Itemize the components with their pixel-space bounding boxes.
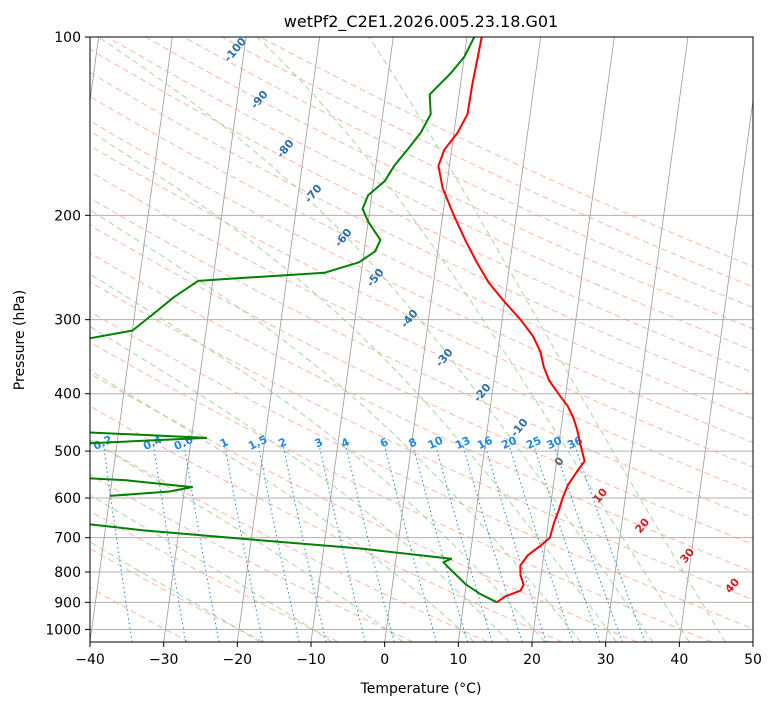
- mixing-ratio-label: 10: [426, 434, 446, 452]
- moist-adiabat-line: [98, 37, 654, 642]
- dry-adiabat-line: [107, 37, 753, 352]
- dry-adiabat-line: [90, 281, 753, 601]
- y-tick-label: 600: [54, 491, 81, 507]
- x-axis: −40 −30 −20 −10 0 10 20 30 40 50: [75, 642, 762, 668]
- x-tick-label: 10: [449, 652, 467, 668]
- isotherm-line: [605, 37, 689, 642]
- mixing-ratio-label: 25: [524, 434, 543, 452]
- x-tick-label: −30: [149, 652, 179, 668]
- moist-adiabat-line: [90, 439, 404, 642]
- y-tick-label: 1000: [45, 622, 81, 638]
- x-tick-label: −20: [223, 652, 253, 668]
- dry-adiabat-line: [90, 171, 753, 493]
- plot-frame: [89, 36, 754, 643]
- y-tick-label: 100: [54, 30, 81, 46]
- y-tick-label: 700: [54, 531, 81, 547]
- mixing-ratio-line: [484, 445, 547, 642]
- isotherm-line: [236, 37, 321, 642]
- dry-adiabat-line: [90, 310, 753, 630]
- mixing-ratio-line: [224, 445, 264, 642]
- mixing-ratio-line: [462, 445, 523, 642]
- x-axis-title: Temperature (°C): [360, 681, 482, 697]
- mixing-ratio-label: 36: [565, 434, 585, 452]
- mixing-ratio-line: [153, 445, 187, 642]
- sounding-series: [90, 37, 586, 604]
- mixing-ratio-label: 13: [453, 434, 472, 452]
- dry-adiabat-line: [90, 439, 488, 642]
- y-tick-label: 500: [54, 444, 81, 460]
- moist-adiabat-line: [90, 541, 261, 642]
- y-axis-title: Pressure (hPa): [12, 290, 28, 390]
- temperature-line: [437, 37, 586, 604]
- moist-adiabat-line: [90, 273, 546, 642]
- dry-adiabat-line: [145, 37, 753, 330]
- mixing-ratio-line: [183, 445, 220, 642]
- isotherm-line: [90, 37, 173, 642]
- dry-adiabat-line: [90, 95, 753, 420]
- x-tick-label: −40: [75, 652, 105, 668]
- mixing-ratio-line: [435, 445, 493, 642]
- mixing-ratio-line: [345, 445, 395, 642]
- dry-adiabat-line: [90, 548, 264, 642]
- dry-adiabat-line: [90, 71, 753, 396]
- dry-adiabat-line: [221, 37, 753, 288]
- mixing-ratio-label: 16: [475, 434, 495, 452]
- y-tick-label: 800: [54, 565, 81, 581]
- x-tick-label: −10: [296, 652, 326, 668]
- dry-adiabat-line: [90, 405, 563, 642]
- y-tick-label: 400: [54, 387, 81, 403]
- x-tick-label: 30: [597, 652, 615, 668]
- y-tick-label: 300: [54, 313, 81, 329]
- chart-title: wetPf2_C2E1.2026.005.23.18.G01: [284, 12, 558, 32]
- dry-adiabat-line: [90, 510, 339, 642]
- y-axis: 100 200 300 400 500 600 700 800 900 1000: [45, 30, 90, 638]
- mixing-ratio-line: [318, 445, 366, 642]
- isotherm-line: [457, 37, 542, 642]
- dry-adiabat-line: [90, 252, 753, 573]
- dry-adiabat-line: [90, 197, 753, 519]
- dry-adiabat-line: [90, 224, 753, 545]
- y-tick-label: 200: [54, 208, 81, 224]
- moist-adiabat-line: [90, 325, 510, 642]
- moist-adiabat-line: [90, 369, 475, 642]
- x-tick-label: 40: [670, 652, 688, 668]
- isotherm-line: [163, 37, 247, 642]
- x-tick-label: 20: [523, 652, 541, 668]
- moist-adiabat-line: [256, 37, 690, 642]
- moist-adiabat-line: [90, 209, 582, 642]
- dewpoint-line: [90, 37, 498, 604]
- moist-adiabat-line: [368, 37, 727, 642]
- x-tick-label: 0: [380, 652, 389, 668]
- x-tick-label: 50: [744, 652, 762, 668]
- dry-adiabat-line: [90, 373, 638, 642]
- dry-adiabat-line: [90, 341, 712, 642]
- mixing-ratio-label: 20: [499, 434, 519, 452]
- mixing-ratio-line: [258, 445, 300, 642]
- mixing-ratio-line: [282, 445, 327, 642]
- isotherm-line: [678, 97, 753, 642]
- y-tick-label: 900: [54, 595, 81, 611]
- mixing-ratio-label: 30: [545, 434, 565, 452]
